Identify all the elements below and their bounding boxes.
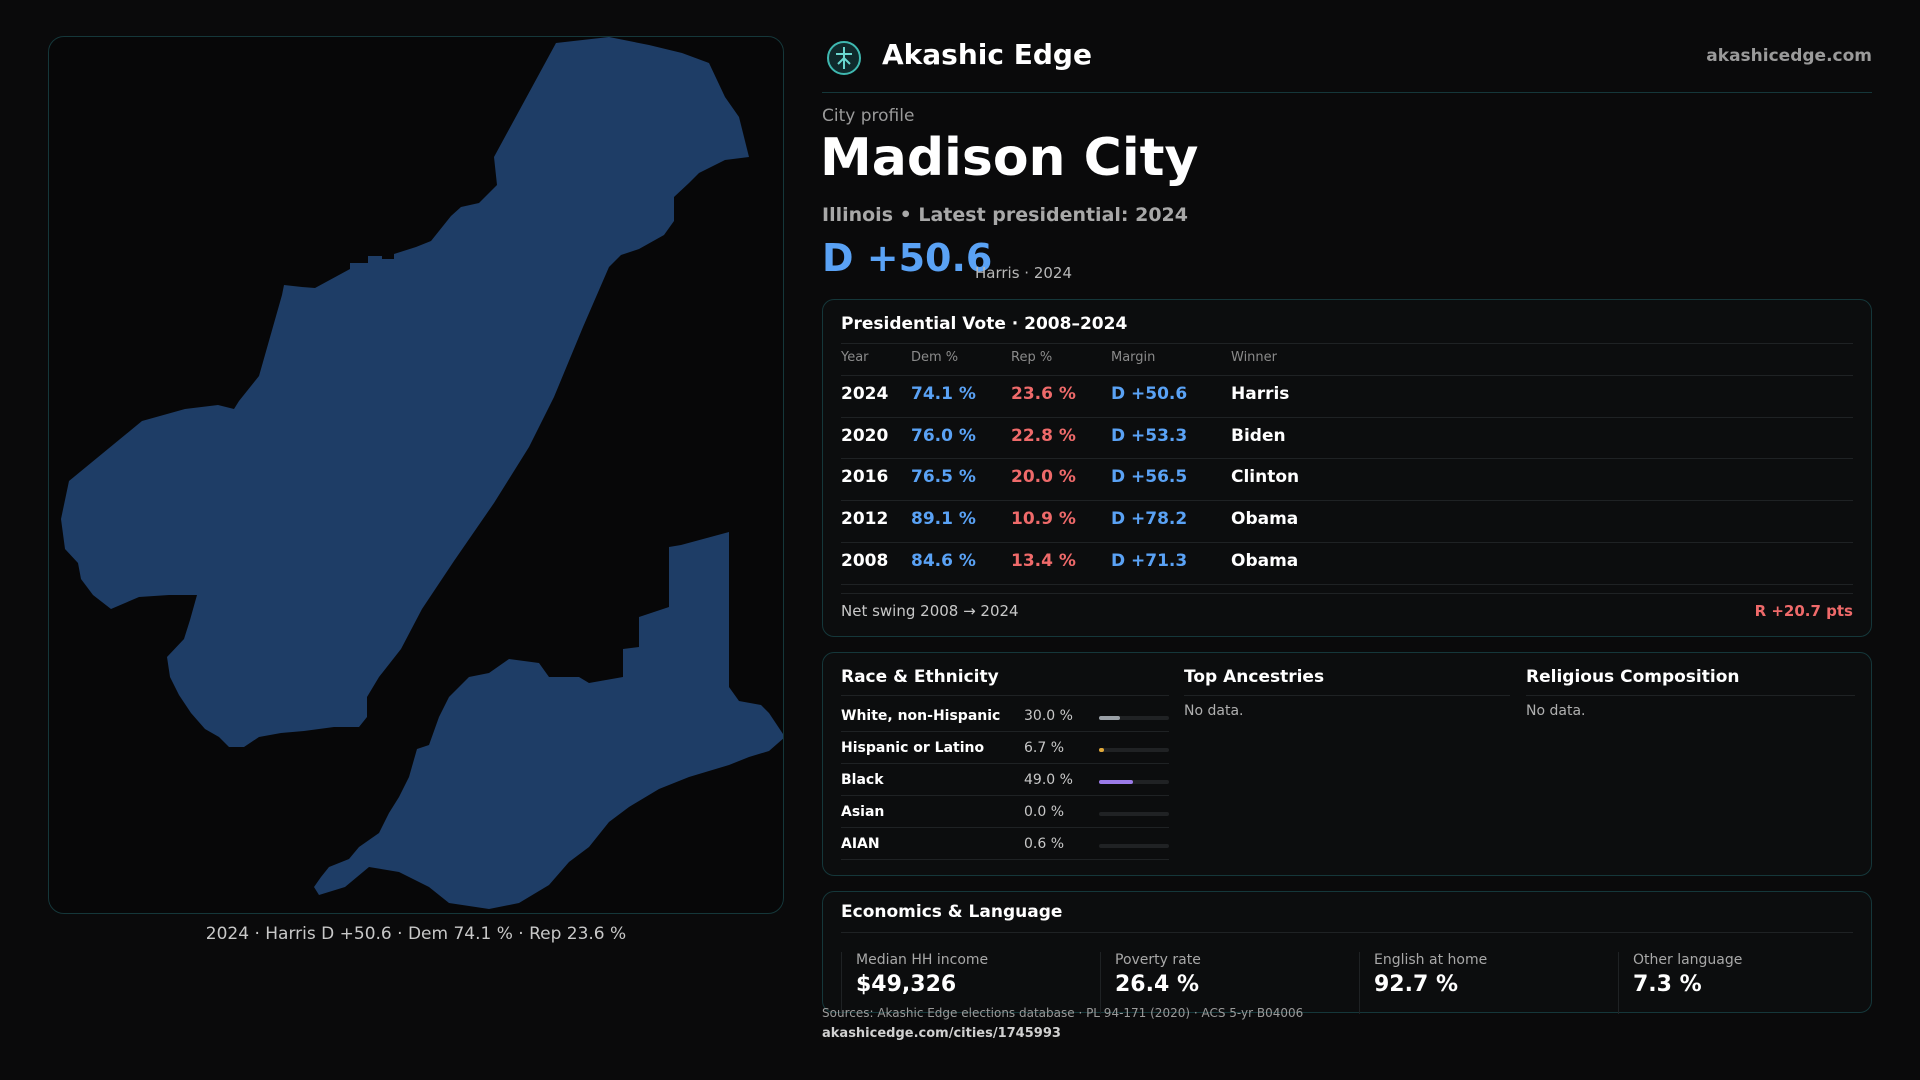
religion-title: Religious Composition	[1526, 667, 1740, 687]
sources-note: Sources: Akashic Edge elections database…	[822, 1006, 1304, 1020]
net-swing-value: R +20.7 pts	[1754, 602, 1853, 620]
race-value: 6.7 %	[1024, 740, 1065, 756]
econ-value: 92.7 %	[1374, 972, 1458, 997]
race-label: Asian	[841, 804, 885, 820]
race-label: AIAN	[841, 836, 880, 852]
race-bar	[1099, 780, 1169, 784]
cell-margin: D +53.3	[1111, 426, 1188, 446]
race-bar	[1099, 748, 1169, 752]
economics-card: Economics & Language Median HH income $4…	[822, 891, 1872, 1014]
header-winner: Winner	[1231, 350, 1278, 365]
ancestries-title: Top Ancestries	[1184, 667, 1325, 687]
cell-year: 2024	[841, 384, 889, 404]
header-rep: Rep %	[1011, 350, 1053, 365]
race-label: Black	[841, 772, 884, 788]
race-bar	[1099, 812, 1169, 816]
cell-margin: D +50.6	[1111, 384, 1188, 404]
econ-title: Economics & Language	[841, 902, 1063, 922]
vote-card-title: Presidential Vote · 2008–2024	[841, 314, 1128, 334]
cell-dem: 84.6 %	[911, 551, 976, 571]
cell-dem: 89.1 %	[911, 509, 976, 529]
cell-rep: 22.8 %	[1011, 426, 1076, 446]
race-label: White, non-Hispanic	[841, 708, 1001, 724]
demographics-card: Race & Ethnicity White, non-Hispanic 30.…	[822, 652, 1872, 876]
cell-rep: 13.4 %	[1011, 551, 1076, 571]
cell-dem: 74.1 %	[911, 384, 976, 404]
cell-winner: Clinton	[1231, 467, 1300, 487]
cell-margin: D +78.2	[1111, 509, 1188, 529]
econ-stat-poverty: Poverty rate 26.4 %	[1100, 952, 1359, 1014]
cell-year: 2016	[841, 467, 889, 487]
cell-rep: 20.0 %	[1011, 467, 1076, 487]
econ-label: Other language	[1633, 952, 1743, 968]
city-map[interactable]	[48, 36, 784, 914]
cell-dem: 76.5 %	[911, 467, 976, 487]
econ-stat-income: Median HH income $49,326	[841, 952, 1100, 1014]
race-bar-fill	[1099, 780, 1133, 784]
cell-year: 2012	[841, 509, 889, 529]
cell-dem: 76.0 %	[911, 426, 976, 446]
econ-label: English at home	[1374, 952, 1488, 968]
city-boundary-map	[61, 37, 783, 909]
profile-kicker: City profile	[822, 106, 915, 126]
econ-stat-english: English at home 92.7 %	[1359, 952, 1618, 1014]
akashic-logo-icon	[827, 41, 861, 75]
city-url-link[interactable]: akashicedge.com/cities/1745993	[822, 1026, 1061, 1041]
headline-margin: D +50.6	[822, 236, 993, 280]
page-title: Madison City	[820, 128, 1199, 188]
header-year: Year	[841, 350, 869, 365]
headline-margin-note: Harris · 2024	[975, 264, 1073, 282]
econ-value: 26.4 %	[1115, 972, 1199, 997]
header-dem: Dem %	[911, 350, 959, 365]
econ-label: Median HH income	[856, 952, 989, 968]
divider	[841, 593, 1853, 594]
brand-url-link[interactable]: akashicedge.com	[1706, 46, 1872, 66]
cell-winner: Harris	[1231, 384, 1290, 404]
net-swing-label: Net swing 2008 → 2024	[841, 602, 1019, 620]
race-value: 30.0 %	[1024, 708, 1073, 724]
profile-subtitle: Illinois • Latest presidential: 2024	[822, 204, 1189, 226]
presidential-vote-card: Presidential Vote · 2008–2024 Year Dem %…	[822, 299, 1872, 637]
cell-winner: Obama	[1231, 509, 1299, 529]
race-title: Race & Ethnicity	[841, 667, 999, 687]
cell-year: 2008	[841, 551, 889, 571]
race-value: 0.0 %	[1024, 804, 1065, 820]
cell-winner: Biden	[1231, 426, 1286, 446]
econ-label: Poverty rate	[1115, 952, 1201, 968]
divider	[841, 584, 1853, 585]
econ-stat-other-language: Other language 7.3 %	[1618, 952, 1853, 1014]
brand-header: Akashic Edge akashicedge.com	[822, 36, 1872, 93]
race-label: Hispanic or Latino	[841, 740, 985, 756]
brand-name: Akashic Edge	[882, 38, 1092, 71]
cell-margin: D +56.5	[1111, 467, 1188, 487]
map-caption: 2024 · Harris D +50.6 · Dem 74.1 % · Rep…	[205, 924, 627, 944]
race-value: 49.0 %	[1024, 772, 1073, 788]
cell-rep: 10.9 %	[1011, 509, 1076, 529]
ancestries-empty: No data.	[1184, 703, 1244, 719]
econ-value: $49,326	[856, 972, 957, 997]
race-value: 0.6 %	[1024, 836, 1065, 852]
cell-winner: Obama	[1231, 551, 1299, 571]
race-bar-fill	[1099, 748, 1104, 752]
cell-year: 2020	[841, 426, 889, 446]
city-boundary-north	[61, 37, 749, 747]
religion-empty: No data.	[1526, 703, 1586, 719]
race-bar-fill	[1099, 716, 1120, 720]
econ-value: 7.3 %	[1633, 972, 1702, 997]
race-bar	[1099, 716, 1169, 720]
race-bar	[1099, 844, 1169, 848]
divider	[841, 343, 1853, 344]
cell-margin: D +71.3	[1111, 551, 1188, 571]
cell-rep: 23.6 %	[1011, 384, 1076, 404]
header-margin: Margin	[1111, 350, 1156, 365]
city-boundary-south	[314, 532, 783, 909]
